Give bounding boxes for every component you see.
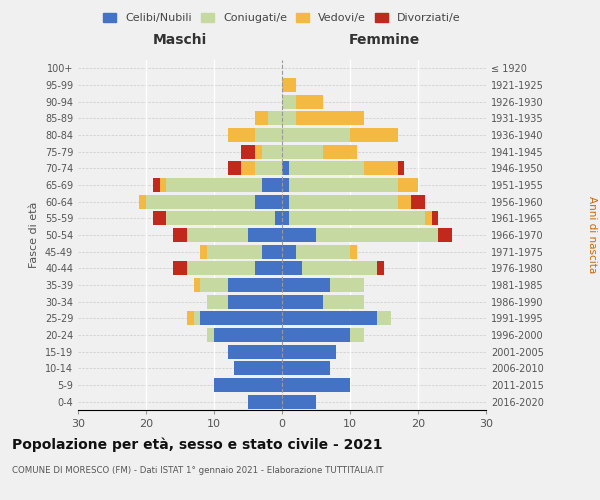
Bar <box>282 211 289 226</box>
Bar <box>241 144 255 159</box>
Bar <box>425 211 431 226</box>
Bar <box>166 178 262 192</box>
Bar <box>255 128 282 142</box>
Bar <box>316 228 439 242</box>
Bar <box>289 194 398 209</box>
Text: Popolazione per età, sesso e stato civile - 2021: Popolazione per età, sesso e stato civil… <box>12 438 383 452</box>
Bar <box>282 78 296 92</box>
Legend: Celibi/Nubili, Coniugati/e, Vedovi/e, Divorziati/e: Celibi/Nubili, Coniugati/e, Vedovi/e, Di… <box>99 8 465 28</box>
Bar <box>350 244 357 259</box>
Bar <box>323 144 357 159</box>
Bar <box>282 261 302 276</box>
Bar <box>296 94 323 109</box>
Bar <box>439 228 452 242</box>
Bar <box>282 278 329 292</box>
Text: Anni di nascita: Anni di nascita <box>587 196 597 274</box>
Bar <box>398 194 411 209</box>
Bar <box>282 378 350 392</box>
Bar <box>187 311 194 326</box>
Bar <box>350 128 398 142</box>
Bar <box>329 278 364 292</box>
Bar <box>153 211 166 226</box>
Bar <box>282 244 296 259</box>
Bar <box>214 378 282 392</box>
Bar <box>282 178 289 192</box>
Bar <box>431 211 439 226</box>
Bar <box>282 294 323 308</box>
Bar <box>166 211 275 226</box>
Bar <box>227 128 255 142</box>
Bar <box>146 194 255 209</box>
Bar <box>248 394 282 409</box>
Bar <box>296 112 364 126</box>
Bar <box>200 244 207 259</box>
Bar <box>302 261 377 276</box>
Bar <box>173 261 187 276</box>
Bar <box>200 311 282 326</box>
Text: Maschi: Maschi <box>153 32 207 46</box>
Bar <box>255 112 268 126</box>
Bar <box>227 162 241 175</box>
Bar <box>194 278 200 292</box>
Bar <box>187 261 255 276</box>
Bar <box>398 162 404 175</box>
Bar <box>173 228 187 242</box>
Bar <box>262 244 282 259</box>
Bar <box>289 211 425 226</box>
Bar <box>255 261 282 276</box>
Bar <box>160 178 166 192</box>
Bar <box>296 244 350 259</box>
Bar <box>255 194 282 209</box>
Bar <box>364 162 398 175</box>
Bar <box>268 112 282 126</box>
Text: Femmine: Femmine <box>349 32 419 46</box>
Bar <box>207 328 214 342</box>
Bar <box>282 162 289 175</box>
Bar <box>248 228 282 242</box>
Bar <box>411 194 425 209</box>
Bar <box>282 394 316 409</box>
Bar <box>289 178 398 192</box>
Bar <box>262 144 282 159</box>
Bar <box>282 344 337 359</box>
Bar <box>235 361 282 376</box>
Bar <box>282 361 329 376</box>
Bar <box>139 194 146 209</box>
Bar <box>377 261 384 276</box>
Bar <box>187 228 248 242</box>
Bar <box>282 94 296 109</box>
Bar <box>214 328 282 342</box>
Bar <box>282 112 296 126</box>
Bar <box>200 278 227 292</box>
Bar <box>350 328 364 342</box>
Bar <box>255 144 262 159</box>
Bar <box>323 294 364 308</box>
Bar <box>398 178 418 192</box>
Bar <box>262 178 282 192</box>
Text: COMUNE DI MORESCO (FM) - Dati ISTAT 1° gennaio 2021 - Elaborazione TUTTITALIA.IT: COMUNE DI MORESCO (FM) - Dati ISTAT 1° g… <box>12 466 383 475</box>
Bar <box>282 311 377 326</box>
Bar <box>282 144 323 159</box>
Bar <box>275 211 282 226</box>
Bar <box>207 244 262 259</box>
Bar <box>282 228 316 242</box>
Bar <box>153 178 160 192</box>
Bar <box>207 294 227 308</box>
Bar <box>377 311 391 326</box>
Bar <box>227 344 282 359</box>
Bar <box>282 328 350 342</box>
Bar <box>255 162 282 175</box>
Bar <box>282 128 350 142</box>
Bar <box>227 278 282 292</box>
Y-axis label: Fasce di età: Fasce di età <box>29 202 39 268</box>
Bar <box>241 162 255 175</box>
Bar <box>282 194 289 209</box>
Bar <box>289 162 364 175</box>
Bar <box>194 311 200 326</box>
Bar <box>227 294 282 308</box>
